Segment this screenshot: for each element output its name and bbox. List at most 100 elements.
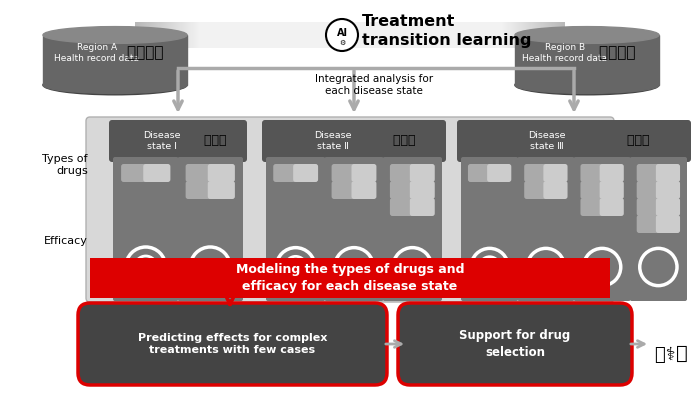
Bar: [518, 22, 519, 48]
Bar: [505, 22, 506, 48]
Bar: [218, 22, 219, 48]
Bar: [324, 22, 325, 48]
Text: Integrated analysis for
each disease state: Integrated analysis for each disease sta…: [315, 74, 433, 96]
Bar: [178, 22, 179, 48]
Bar: [558, 22, 559, 48]
Bar: [390, 22, 391, 48]
Bar: [154, 22, 155, 48]
Bar: [298, 22, 299, 48]
Bar: [305, 22, 306, 48]
Bar: [527, 22, 528, 48]
Bar: [192, 22, 193, 48]
Bar: [447, 22, 448, 48]
Bar: [263, 22, 264, 48]
Bar: [327, 22, 328, 48]
Text: 🧑‍🤝‍🧑: 🧑‍🤝‍🧑: [393, 134, 415, 147]
FancyBboxPatch shape: [410, 198, 435, 216]
Bar: [363, 22, 364, 48]
Bar: [174, 22, 175, 48]
Bar: [509, 22, 510, 48]
Bar: [508, 22, 509, 48]
Bar: [389, 22, 390, 48]
Bar: [289, 22, 290, 48]
Bar: [491, 22, 492, 48]
Bar: [272, 22, 273, 48]
FancyBboxPatch shape: [656, 164, 680, 182]
Bar: [493, 22, 494, 48]
Bar: [549, 22, 550, 48]
Polygon shape: [43, 35, 187, 85]
Bar: [247, 22, 248, 48]
Circle shape: [326, 19, 358, 51]
Bar: [212, 22, 213, 48]
Bar: [542, 22, 543, 48]
Bar: [534, 22, 535, 48]
Bar: [306, 22, 307, 48]
Text: Region A
Health record data: Region A Health record data: [55, 43, 139, 63]
Bar: [456, 22, 457, 48]
Bar: [437, 22, 438, 48]
Bar: [500, 22, 501, 48]
Bar: [359, 22, 360, 48]
FancyBboxPatch shape: [457, 120, 691, 162]
Bar: [482, 22, 483, 48]
Bar: [147, 22, 148, 48]
Bar: [335, 22, 336, 48]
Bar: [428, 22, 429, 48]
Text: 🧑‍🤝‍🧑: 🧑‍🤝‍🧑: [626, 134, 649, 147]
Bar: [336, 22, 337, 48]
Bar: [557, 22, 558, 48]
Bar: [520, 22, 521, 48]
Bar: [213, 22, 214, 48]
FancyBboxPatch shape: [630, 157, 687, 301]
Bar: [194, 22, 195, 48]
Ellipse shape: [515, 75, 659, 95]
Bar: [458, 22, 459, 48]
Bar: [417, 22, 418, 48]
Bar: [302, 22, 303, 48]
Bar: [370, 22, 371, 48]
Bar: [239, 22, 240, 48]
Bar: [385, 22, 386, 48]
Bar: [533, 22, 534, 48]
Bar: [460, 22, 461, 48]
Bar: [227, 22, 228, 48]
Ellipse shape: [43, 77, 187, 94]
Bar: [329, 22, 330, 48]
Bar: [435, 22, 436, 48]
Bar: [265, 22, 266, 48]
Bar: [501, 22, 502, 48]
Bar: [314, 22, 315, 48]
FancyBboxPatch shape: [262, 120, 446, 162]
Bar: [171, 22, 172, 48]
Bar: [316, 22, 317, 48]
Bar: [545, 22, 546, 48]
Bar: [448, 22, 449, 48]
Bar: [356, 22, 357, 48]
Bar: [304, 22, 305, 48]
Bar: [225, 22, 226, 48]
Bar: [465, 22, 466, 48]
Bar: [241, 22, 242, 48]
Bar: [308, 22, 309, 48]
FancyBboxPatch shape: [580, 164, 605, 182]
Bar: [487, 22, 488, 48]
Bar: [206, 22, 207, 48]
Bar: [282, 22, 283, 48]
Bar: [431, 22, 432, 48]
Bar: [266, 22, 267, 48]
Bar: [361, 22, 362, 48]
Bar: [202, 22, 203, 48]
Bar: [394, 22, 395, 48]
Bar: [337, 22, 338, 48]
Bar: [434, 22, 435, 48]
Bar: [380, 22, 381, 48]
Bar: [264, 22, 265, 48]
Bar: [427, 22, 428, 48]
Bar: [141, 22, 142, 48]
Bar: [495, 22, 496, 48]
FancyBboxPatch shape: [637, 198, 661, 216]
Bar: [144, 22, 145, 48]
Bar: [426, 22, 427, 48]
Bar: [506, 22, 507, 48]
